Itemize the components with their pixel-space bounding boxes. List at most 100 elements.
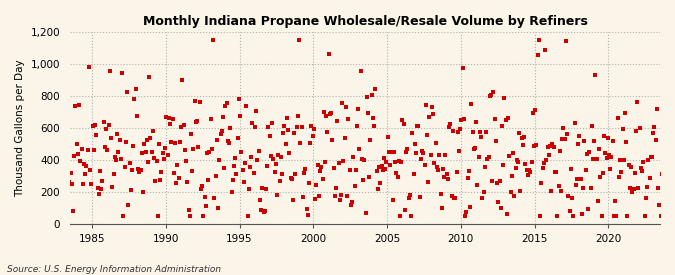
Point xyxy=(419,163,430,167)
Point xyxy=(614,175,624,180)
Point xyxy=(79,162,90,167)
Point xyxy=(488,90,499,95)
Point xyxy=(328,165,339,170)
Point xyxy=(349,183,360,188)
Point xyxy=(247,120,258,125)
Point xyxy=(186,132,196,136)
Point xyxy=(129,97,140,101)
Point xyxy=(332,119,343,123)
Point xyxy=(529,144,539,148)
Point xyxy=(344,167,355,172)
Point xyxy=(342,194,352,198)
Point xyxy=(205,117,216,122)
Point xyxy=(316,164,327,169)
Point xyxy=(234,97,244,101)
Point xyxy=(120,139,131,144)
Point xyxy=(82,148,93,152)
Point xyxy=(531,143,542,147)
Point xyxy=(541,158,551,163)
Point xyxy=(440,153,451,158)
Point xyxy=(479,165,490,169)
Point xyxy=(627,190,638,194)
Point xyxy=(103,123,114,127)
Point xyxy=(498,163,509,167)
Point xyxy=(433,168,443,172)
Point xyxy=(422,133,433,138)
Point xyxy=(91,133,102,137)
Point xyxy=(556,189,566,193)
Point xyxy=(296,125,307,130)
Point xyxy=(298,194,308,199)
Point xyxy=(443,125,454,130)
Point xyxy=(470,119,481,124)
Point xyxy=(346,203,356,207)
Point xyxy=(410,151,421,155)
Point xyxy=(406,214,416,219)
Point xyxy=(105,69,115,73)
Point xyxy=(135,168,146,172)
Point xyxy=(472,183,483,187)
Point xyxy=(278,130,289,135)
Point xyxy=(75,159,86,163)
Point xyxy=(355,68,366,73)
Point xyxy=(464,169,475,174)
Point xyxy=(644,176,655,181)
Point xyxy=(618,158,629,162)
Point xyxy=(574,133,585,138)
Point xyxy=(356,156,367,161)
Point xyxy=(151,159,162,163)
Point xyxy=(397,118,408,123)
Point xyxy=(134,169,144,174)
Point xyxy=(321,114,331,119)
Point xyxy=(624,186,635,191)
Point xyxy=(209,196,220,200)
Point xyxy=(562,131,572,136)
Point xyxy=(628,187,639,191)
Point xyxy=(407,130,418,135)
Point xyxy=(558,126,569,130)
Point xyxy=(462,175,473,180)
Point xyxy=(190,120,201,125)
Point xyxy=(622,214,633,219)
Point xyxy=(626,165,637,170)
Point xyxy=(258,210,269,214)
Point xyxy=(648,130,659,135)
Point xyxy=(118,214,129,219)
Point xyxy=(311,183,322,188)
Point xyxy=(359,157,370,162)
Point xyxy=(354,147,364,151)
Point xyxy=(90,122,101,127)
Point xyxy=(370,87,381,92)
Point xyxy=(634,126,645,131)
Point xyxy=(133,167,144,171)
Point xyxy=(394,159,404,163)
Point xyxy=(371,169,382,173)
Point xyxy=(150,179,161,183)
Point xyxy=(379,156,389,161)
Point xyxy=(323,52,334,57)
Point xyxy=(377,168,388,172)
Point xyxy=(375,181,385,185)
Point xyxy=(106,135,117,140)
Point xyxy=(256,208,267,213)
Point xyxy=(601,156,612,160)
Point xyxy=(365,138,376,142)
Point xyxy=(223,138,234,143)
Point xyxy=(376,164,387,168)
Point xyxy=(81,164,92,168)
Point xyxy=(364,175,375,179)
Point xyxy=(187,169,198,173)
Point xyxy=(632,100,643,104)
Point xyxy=(642,185,653,189)
Point xyxy=(284,150,295,155)
Point xyxy=(578,185,589,190)
Point xyxy=(211,138,222,142)
Point xyxy=(458,117,469,121)
Point xyxy=(289,131,300,135)
Point xyxy=(392,175,403,179)
Point xyxy=(97,178,108,183)
Point xyxy=(84,64,95,69)
Point xyxy=(620,111,630,115)
Point xyxy=(580,168,591,173)
Point xyxy=(512,160,523,164)
